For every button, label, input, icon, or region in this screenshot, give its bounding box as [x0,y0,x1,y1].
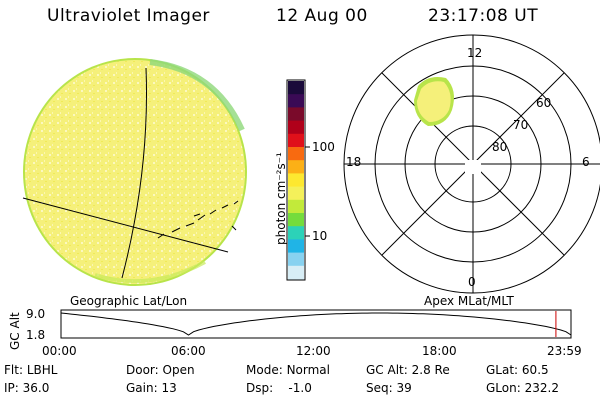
latitude-line [22,197,229,253]
timeline-ylabel: GC Alt [8,312,22,350]
left-panel-caption: Geographic Lat/Lon [70,294,188,308]
colorbar-cell [288,147,304,161]
timeline-xtick-0600: 06:00 [171,344,206,358]
status-glat: GLat: 60.5 [486,363,549,377]
longitude-line [121,67,147,279]
timeline-ytick-bottom: 1.8 [26,328,46,342]
mlt-label-6: 6 [582,155,590,169]
colorbar-cell [288,133,304,148]
timeline-xtick-2359: 23:59 [547,344,582,358]
mlt-label-12: 12 [467,46,483,60]
time-label: 23:17:08 UT [428,6,539,26]
colorbar-cell [288,213,304,227]
colorbar-cell [288,199,304,214]
colorbar-cell [288,252,304,267]
status-mode: Mode: Normal [246,363,330,377]
mlat-label-70: 70 [513,118,529,132]
colorbar-cell [288,160,304,174]
colorbar-cell [288,173,304,188]
colorbar-cell [288,226,304,240]
status-door: Door: Open [126,363,195,377]
coastline-fragments [157,200,239,239]
status-gain: Gain: 13 [126,381,177,395]
auroral-oval [414,77,454,126]
colorbar-cell [288,81,304,95]
mlt-label-18: 18 [346,155,362,169]
timeline-plot [60,309,572,339]
colorbar-tick-10: 10 [312,229,328,243]
status-glon: GLon: 232.2 [486,381,559,395]
status-gc-alt: GC Alt: 2.8 Re [366,363,450,377]
timeline-ytick-top: 9.0 [26,307,46,321]
status-dsp: Dsp: -1.0 [246,381,312,395]
colorbar-cell [288,107,304,122]
timeline-xtick-1200: 12:00 [296,344,331,358]
mlat-label-60: 60 [536,96,552,110]
colorbar-cell [288,265,304,280]
altitude-curve [60,312,572,336]
status-seq: Seq: 39 [366,381,412,395]
timeline-xtick-1800: 18:00 [422,344,457,358]
instrument-title: Ultraviolet Imager [47,6,210,26]
mlt-label-0: 0 [468,275,476,289]
mlat-label-80: 80 [492,140,508,154]
colorbar-unit-label: photon cm⁻²s⁻¹ [274,152,288,245]
colorbar-cell [288,120,304,135]
colorbar [286,79,310,281]
right-panel-caption: Apex MLat/MLT [424,294,514,308]
colorbar-tick-100: 100 [312,140,335,154]
earth-disk-image [22,58,247,286]
timeline-xtick-0000: 00:00 [42,344,77,358]
status-filter: Flt: LBHL [4,363,58,377]
date-label: 12 Aug 00 [276,6,368,26]
status-ip: IP: 36.0 [4,381,50,395]
colorbar-cell [288,239,304,254]
colorbar-cell [288,94,304,108]
polar-grid [343,34,600,294]
colorbar-cell [288,186,304,201]
